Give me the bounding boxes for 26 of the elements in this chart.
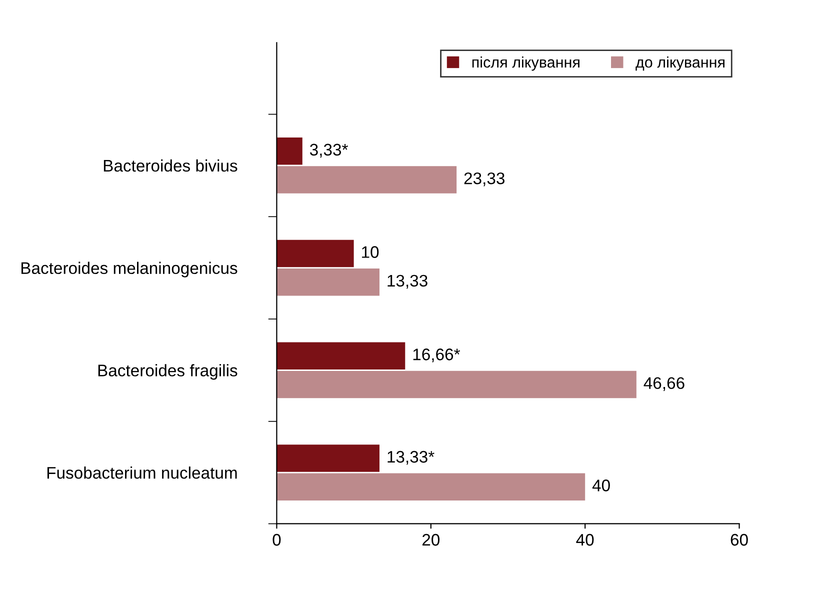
x-tick-label: 0 bbox=[272, 534, 281, 546]
bar bbox=[276, 370, 636, 398]
data-label: 10 bbox=[362, 246, 379, 258]
bar bbox=[276, 240, 354, 268]
y-tick-label: Bacteroides bivius bbox=[104, 159, 238, 172]
x-tick-label: 20 bbox=[422, 534, 440, 546]
data-label: 40 bbox=[592, 480, 610, 492]
bar bbox=[276, 138, 302, 165]
data-label: 3,33* bbox=[310, 144, 348, 158]
legend-label: після лікування bbox=[472, 56, 580, 71]
legend-label: до лікування bbox=[636, 56, 724, 71]
bar bbox=[276, 444, 380, 472]
y-tick-label: Bacteroides melaninogenicus bbox=[21, 262, 238, 278]
bar bbox=[276, 473, 586, 501]
bar bbox=[276, 166, 457, 194]
x-tick-label: 40 bbox=[576, 534, 594, 546]
data-label: 23,33 bbox=[464, 172, 504, 186]
data-label: 13,33 bbox=[388, 274, 428, 289]
y-tick-label: Fusobacterium nucleatum bbox=[47, 466, 237, 479]
bar bbox=[276, 342, 406, 370]
data-label: 13,33* bbox=[388, 450, 434, 465]
bar bbox=[276, 268, 380, 296]
data-label: 16,66* bbox=[413, 348, 460, 362]
x-tick-label: 60 bbox=[730, 534, 748, 546]
data-label: 46,66 bbox=[644, 377, 684, 391]
y-tick-label: Bacteroides fragilis bbox=[98, 364, 238, 380]
